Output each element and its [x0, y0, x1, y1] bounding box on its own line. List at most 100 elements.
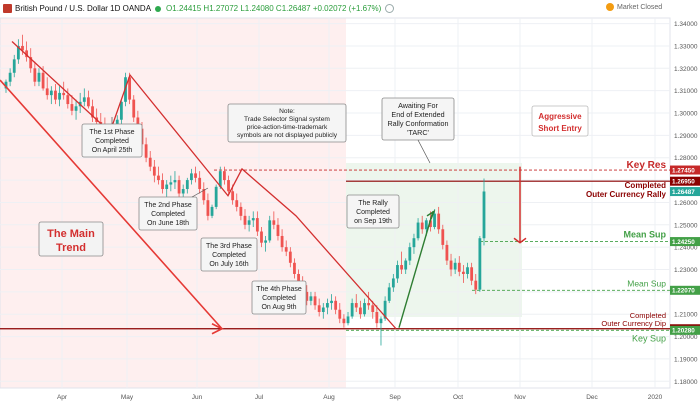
candle-body: [354, 303, 358, 308]
annotation-text: On April 25th: [92, 147, 133, 154]
candles: [4, 34, 486, 346]
level-label: Key Sup: [632, 333, 666, 343]
candle-body: [239, 206, 243, 216]
status-dot-icon: [155, 5, 162, 12]
candle-body: [222, 171, 226, 181]
candle-body: [251, 218, 255, 221]
candle-body: [161, 180, 164, 190]
candle-body: [268, 220, 272, 241]
candle-body: [255, 218, 259, 232]
market-status-label: Market Closed: [617, 3, 663, 11]
annotation-text: The Main: [47, 228, 95, 240]
level-label: Key Res: [627, 160, 667, 171]
annotation-text: Aggressive: [538, 112, 582, 121]
candle-body: [132, 99, 136, 118]
price-tag: [670, 187, 700, 197]
candle-body: [453, 262, 457, 270]
candle-body: [194, 173, 197, 178]
candle-body: [321, 307, 325, 312]
candle-body: [87, 97, 90, 107]
annotation-text: price-action-time-trademark: [247, 124, 328, 131]
price-tag-label: 1.24250: [672, 239, 695, 246]
candle-body: [128, 77, 132, 100]
candle-body: [288, 251, 292, 263]
annotation-text: The Rally: [358, 200, 388, 207]
candle-body: [482, 191, 486, 239]
x-tick-label: May: [121, 394, 134, 401]
candle-body: [416, 222, 420, 239]
main-trend-line: [0, 79, 223, 330]
candle-body: [173, 180, 177, 183]
annotation-box: [531, 105, 589, 137]
candle-body: [433, 213, 436, 228]
candle-body: [218, 171, 222, 187]
level-label: Completed: [630, 311, 666, 320]
candle-body: [206, 200, 210, 216]
candle-body: [338, 309, 342, 319]
y-tick-label: 1.20000: [674, 334, 698, 341]
annotation-box: [346, 194, 400, 229]
candle-body: [272, 220, 276, 225]
symbol-title[interactable]: British Pound / U.S. Dollar 1D OANDA: [15, 4, 152, 13]
y-tick-label: 1.30000: [674, 111, 698, 118]
candle-body: [202, 189, 206, 201]
y-tick-label: 1.29000: [674, 133, 698, 140]
candle-body: [91, 106, 94, 118]
candle-body: [148, 157, 152, 167]
bullish-zone: [346, 163, 522, 317]
rally-line: [398, 211, 434, 328]
annotation-text: Rally Conformation: [387, 119, 448, 128]
candle-body: [144, 144, 148, 158]
candle-body: [198, 177, 202, 190]
y-tick-label: 1.31000: [674, 88, 698, 95]
candle-body: [420, 222, 424, 230]
flag-icon: [3, 4, 12, 13]
candle-body: [400, 265, 403, 270]
candle-body: [62, 92, 66, 96]
candle-body: [4, 81, 8, 89]
short-entry-arrow-head: [513, 237, 527, 244]
candle-body: [313, 296, 317, 306]
candle-body: [169, 182, 173, 185]
candle-body: [58, 92, 61, 100]
x-tick-label: Apr: [57, 394, 68, 401]
candle-body: [461, 271, 465, 274]
candle-body: [231, 191, 235, 201]
candle-body: [387, 287, 391, 301]
candle-body: [391, 278, 395, 288]
candle-body: [12, 59, 16, 73]
candle-body: [276, 224, 280, 236]
candle-body: [445, 244, 449, 261]
level-label: Mean Sup: [623, 230, 666, 240]
y-tick-label: 1.32000: [674, 66, 698, 73]
x-tick-label: Jul: [255, 394, 264, 401]
toggle-icon[interactable]: [385, 4, 395, 13]
candle-body: [70, 104, 74, 111]
y-tick-label: 1.19000: [674, 356, 698, 363]
market-status: Market Closed: [606, 3, 662, 11]
annotation-box: [138, 196, 198, 231]
candle-body: [466, 267, 469, 274]
candle-body: [119, 101, 123, 120]
candle-body: [412, 238, 416, 248]
annotation-text: Trade Selector Signal system: [244, 116, 330, 123]
candle-body: [190, 173, 193, 181]
candle-body: [363, 303, 366, 315]
annotation-text: The 1st Phase: [89, 129, 134, 136]
annotation-text: on Sep 19th: [354, 218, 392, 225]
annotation-text: Completed: [212, 252, 246, 259]
annotation-text: End of Extended: [391, 110, 444, 119]
candle-body: [243, 215, 247, 225]
chart-header: British Pound / U.S. Dollar 1D OANDA O1.…: [0, 0, 395, 17]
candle-body: [284, 247, 288, 252]
rally-arrow-head: [426, 209, 436, 220]
annotation-text: Note:: [279, 108, 295, 115]
price-tag-label: 1.27450: [672, 167, 695, 174]
annotation-text: On July 16th: [209, 261, 248, 268]
candle-body: [181, 189, 185, 194]
x-tick-label: Sep: [389, 394, 401, 401]
x-tick-label: Dec: [586, 394, 598, 401]
candle-body: [185, 180, 189, 190]
